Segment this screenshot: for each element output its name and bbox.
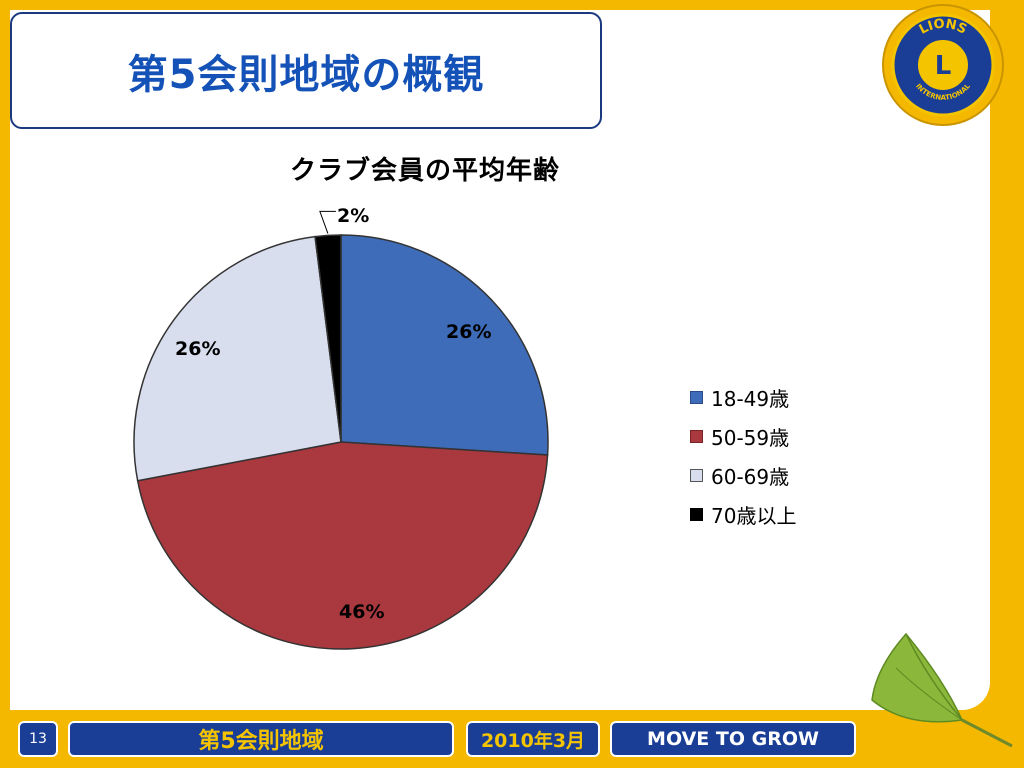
legend-swatch-18-49: [690, 391, 703, 404]
page-number: 13: [18, 721, 58, 757]
legend-label-60-69: 60-69歳: [711, 465, 790, 489]
presenter-role: 国際会長: [672, 51, 716, 64]
legend-item-18-49: 18-49歳: [690, 378, 796, 417]
pie-slice-60-69: [133, 235, 342, 482]
pie-label-70-plus: 2%: [337, 205, 370, 227]
chart-legend: 18-49歳 50-59歳 60-69歳 70歳以上: [690, 378, 796, 534]
presenter-block: エバハルト J. ヴィルフス 国際会長: [672, 22, 881, 65]
lions-logo-icon: LIONS INTERNATIONAL L: [882, 4, 1004, 126]
legend-label-70-plus: 70歳以上: [711, 504, 797, 528]
lions-logo: LIONS INTERNATIONAL L: [880, 2, 1006, 128]
chart-title: クラブ会員の平均年齢: [289, 156, 560, 186]
footer-region-box: 第5会則地域: [68, 721, 454, 757]
pie-slice-50-59: [136, 441, 549, 650]
legend-swatch-70-plus: [690, 508, 703, 521]
ginkgo-leaf-icon: [871, 632, 1013, 748]
pie-slice-18-49: [340, 234, 549, 456]
pie-slice-70-plus: [314, 234, 342, 443]
title-box: 第5会則地域の概観: [10, 12, 602, 129]
footer-region: 第5会則地域: [198, 729, 324, 754]
logo-top-text: LIONS: [917, 17, 969, 38]
footer-slogan: MOVE TO GROW: [647, 728, 819, 750]
legend-swatch-60-69: [690, 469, 703, 482]
legend-item-50-59: 50-59歳: [690, 417, 796, 456]
legend-label-50-59: 50-59歳: [711, 426, 790, 450]
legend-swatch-50-59: [690, 430, 703, 443]
pie-leader-line-70-plus: [319, 210, 336, 234]
footer-date: 2010年3月: [480, 729, 586, 752]
legend-item-60-69: 60-69歳: [690, 456, 796, 495]
legend-item-70-plus: 70歳以上: [690, 495, 796, 534]
footer-date-box: 2010年3月: [466, 721, 600, 757]
footer-slogan-box: MOVE TO GROW: [610, 721, 856, 757]
presenter-name: エバハルト J. ヴィルフス: [672, 27, 881, 47]
legend-label-18-49: 18-49歳: [711, 387, 790, 411]
slide-title: 第5会則地域の概観: [127, 51, 485, 98]
logo-letter: L: [935, 51, 952, 81]
pie-label-60-69: 26%: [175, 338, 221, 360]
pie-label-18-49: 26%: [446, 321, 492, 343]
pie-label-50-59: 46%: [339, 601, 385, 623]
